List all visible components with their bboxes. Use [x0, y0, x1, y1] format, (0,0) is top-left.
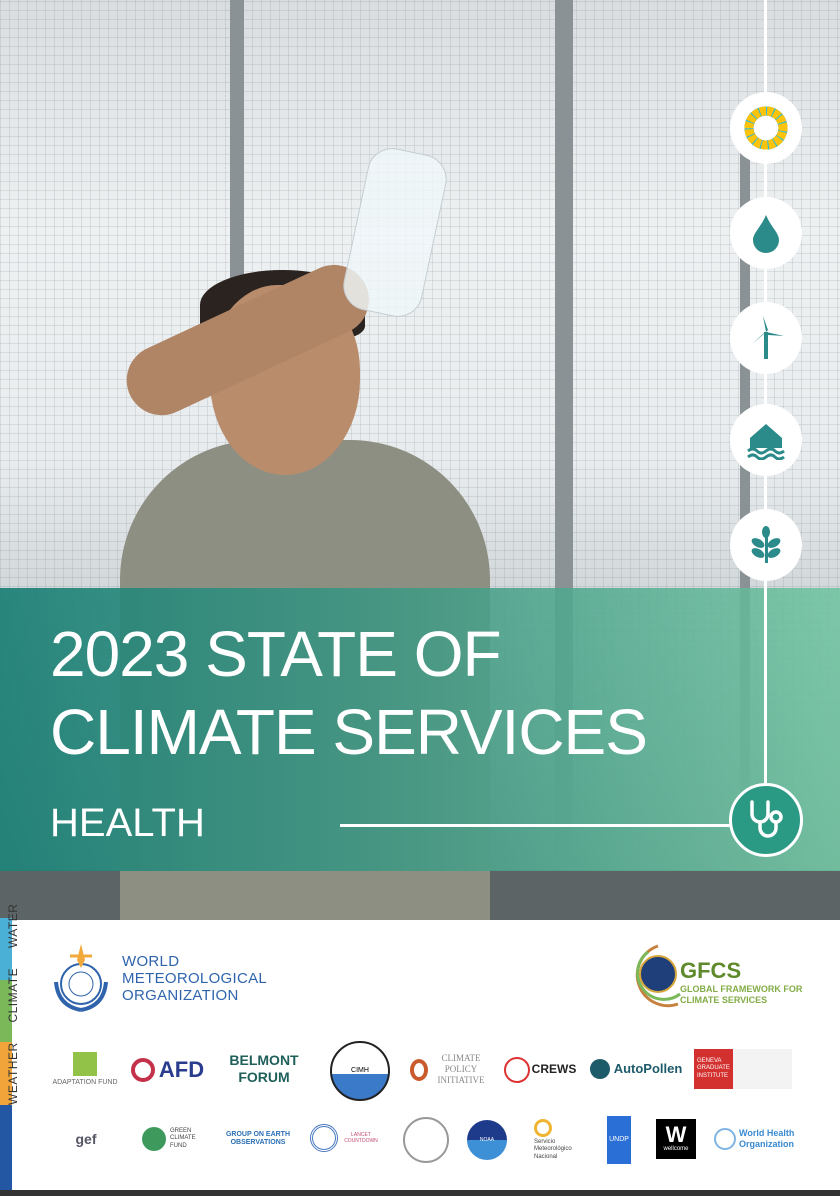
- partner-noaa: NOAA: [467, 1120, 507, 1160]
- theme-line: [764, 0, 767, 790]
- title-band: [0, 588, 840, 871]
- stethoscope-icon: [729, 783, 803, 857]
- subtitle-rule: [340, 824, 732, 827]
- wmo-emblem-icon: [54, 944, 108, 1012]
- subtitle: HEALTH: [50, 801, 205, 845]
- partner-lancet-countdown: LANCET COUNTDOWN: [310, 1117, 382, 1159]
- partner-geo: GROUP ON EARTH OBSERVATIONS: [225, 1130, 291, 1146]
- partner-undp: UNDP: [607, 1116, 631, 1164]
- flooded-house-icon: [730, 404, 802, 476]
- plant-icon: [730, 509, 802, 581]
- gfcs-logo: GFCS GLOBAL FRAMEWORK FOR CLIMATE SERVIC…: [618, 942, 802, 1012]
- partner-green-climate-fund: GREEN CLIMATE FUND: [142, 1122, 204, 1156]
- partner-who: World Health Organization: [714, 1122, 798, 1156]
- label-water: WATER: [6, 903, 20, 949]
- partner-smn-argentina: Servicio Meteorológico Nacional: [534, 1114, 586, 1166]
- partner-afd: AFD: [130, 1052, 205, 1087]
- title-line-1: 2023 STATE OF: [50, 618, 502, 690]
- gfcs-globe-icon: [635, 944, 681, 1008]
- partner-climate-policy-initiative: CLIMATE POLICY INITIATIVE: [410, 1052, 490, 1087]
- wmo-name-2: METEOROLOGICAL: [122, 969, 268, 987]
- water-drop-icon: [730, 197, 802, 269]
- partner-crews: CREWS: [500, 1052, 580, 1087]
- sdg-wheel-icon: [730, 92, 802, 164]
- partner-cimh: CIMH: [330, 1041, 390, 1101]
- label-climate: CLIMATE: [6, 967, 20, 1023]
- gfcs-abbr: GFCS: [680, 957, 742, 983]
- partner-seal-logo: [403, 1117, 449, 1163]
- side-labels: WEATHER CLIMATE WATER: [6, 888, 20, 1105]
- title-line-2: CLIMATE SERVICES: [50, 696, 648, 768]
- partner-adaptation-fund: ADAPTATION FUND: [50, 1050, 120, 1090]
- wellcome-w-mark: W: [665, 1122, 687, 1148]
- wmo-name-3: ORGANIZATION: [122, 986, 239, 1004]
- wmo-logo: WORLD METEOROLOGICAL ORGANIZATION: [48, 942, 267, 1014]
- label-weather: WEATHER: [6, 1042, 20, 1105]
- wmo-name-1: WORLD: [122, 952, 180, 970]
- gfcs-name-2: CLIMATE SERVICES: [680, 995, 768, 1006]
- footer-bar: [0, 1190, 840, 1196]
- partner-autopollen: AutoPollen: [589, 1054, 682, 1084]
- wind-turbine-icon: [730, 302, 802, 374]
- partner-geneva-graduate-institute: GENEVA GRADUATE INSTITUTE: [694, 1049, 792, 1089]
- partner-belmont-forum: BELMONT FORUM: [229, 1052, 299, 1085]
- partner-wellcome: wellcome: [663, 1146, 689, 1153]
- partner-gef: gef: [75, 1131, 97, 1148]
- gfcs-name-1: GLOBAL FRAMEWORK FOR: [680, 984, 803, 995]
